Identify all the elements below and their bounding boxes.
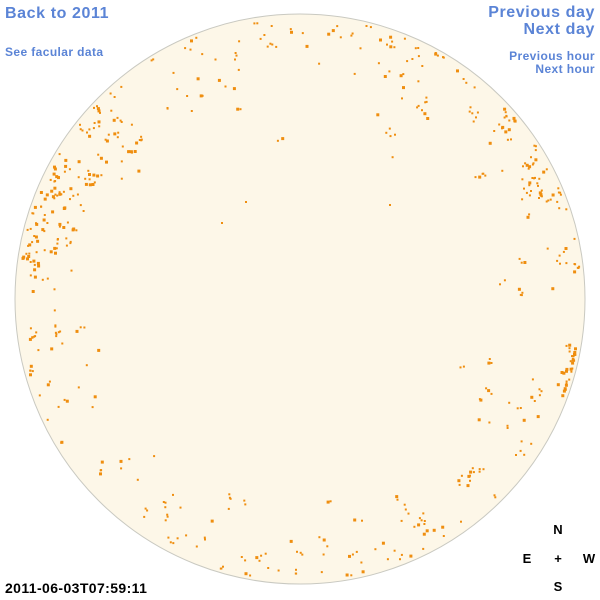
back-to-year-link[interactable]: Back to 2011 <box>5 5 110 22</box>
compass-west-label: W <box>582 551 596 566</box>
next-day-link[interactable]: Next day <box>523 21 595 38</box>
compass-center-cross: + <box>554 551 562 566</box>
next-hour-link[interactable]: Next hour <box>535 62 595 76</box>
facular-data-link[interactable]: See facular data <box>5 45 104 59</box>
activity-dots <box>21 22 581 577</box>
previous-hour-link[interactable]: Previous hour <box>509 49 595 63</box>
previous-day-link[interactable]: Previous day <box>488 4 595 21</box>
solar-disk <box>14 13 586 585</box>
hour-nav: Previous hour Next hour <box>509 50 595 76</box>
compass-south-label: S <box>553 579 563 594</box>
day-nav: Previous day Next day <box>488 4 595 38</box>
compass-north-label: N <box>553 522 563 537</box>
compass-east-label: E <box>522 551 532 566</box>
observation-timestamp: 2011-06-03T07:59:11 <box>5 580 148 596</box>
